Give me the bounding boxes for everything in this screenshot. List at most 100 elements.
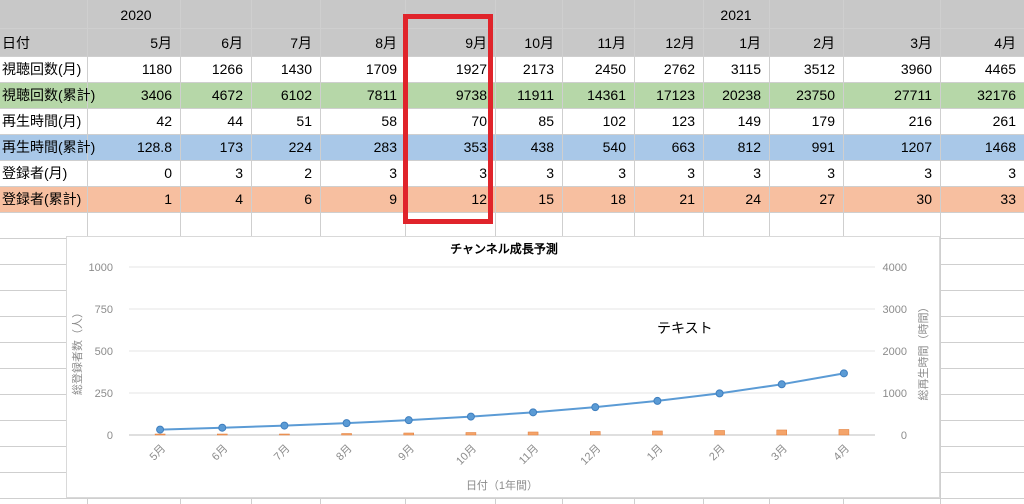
views-month-cell[interactable]: 2762 [664,61,695,77]
watch-cumulative-cell[interactable]: 283 [374,139,398,155]
bar-subscribers[interactable] [838,429,850,436]
views-month-cell[interactable]: 1927 [456,61,487,77]
views-cumulative-cell[interactable]: 32176 [977,87,1016,103]
views-cumulative-cell[interactable]: 11911 [517,87,554,103]
bar-subscribers[interactable] [776,429,787,436]
subs-month-cell[interactable]: 3 [389,165,397,181]
subs-month-cell[interactable]: 3 [687,165,695,181]
views-month-cell[interactable]: 2450 [595,61,626,77]
watch-cumulative-cell[interactable]: 991 [812,139,836,155]
month-header-cell[interactable]: 7月 [290,35,312,51]
views-cumulative-cell[interactable]: 14361 [587,87,626,103]
line-point[interactable] [839,369,848,378]
watch-month-cell[interactable]: 123 [672,113,696,129]
line-point[interactable] [404,416,413,425]
month-header-cell[interactable]: 9月 [465,35,487,51]
watch-cumulative-cell[interactable]: 540 [603,139,627,155]
watch-month-cell[interactable]: 42 [156,113,172,129]
views-month-cell[interactable]: 2173 [523,61,554,77]
subs-month-cell[interactable]: 3 [827,165,835,181]
line-point[interactable] [777,380,786,389]
watch-month-cell[interactable]: 70 [471,113,487,129]
watch-month-cell[interactable]: 261 [993,113,1017,129]
subs-cumulative-cell[interactable]: 27 [819,191,835,207]
watch-cumulative-cell[interactable]: 812 [738,139,762,155]
views-month-cell[interactable]: 1180 [142,61,172,77]
month-header-cell[interactable]: 4月 [994,35,1016,51]
views-cumulative-cell[interactable]: 23750 [796,87,835,103]
bar-subscribers[interactable] [465,432,477,436]
line-point[interactable] [466,412,475,421]
views-month-cell[interactable]: 3960 [901,61,932,77]
watch-month-cell[interactable]: 216 [909,113,933,129]
subs-month-cell[interactable]: 3 [1008,165,1016,181]
watch-month-cell[interactable]: 58 [381,113,397,129]
bar-subscribers[interactable] [590,431,601,436]
watch-cumulative-cell[interactable]: 1207 [901,139,932,155]
views-month-cell[interactable]: 4465 [985,61,1016,77]
month-header-cell[interactable]: 6月 [221,35,243,51]
watch-month-cell[interactable]: 102 [603,113,627,129]
views-month-cell[interactable]: 3115 [731,61,761,77]
views-cumulative-cell[interactable]: 20238 [722,87,761,103]
bar-subscribers[interactable] [279,433,290,436]
watch-month-cell[interactable]: 44 [227,113,243,129]
subs-month-cell[interactable]: 3 [479,165,487,181]
watch-cumulative-cell[interactable]: 224 [289,139,313,155]
views-cumulative-cell[interactable]: 9738 [456,87,487,103]
subs-month-cell[interactable]: 3 [546,165,554,181]
bar-subscribers[interactable] [714,430,725,436]
line-point[interactable] [156,425,165,434]
subs-month-cell[interactable]: 3 [235,165,243,181]
watch-month-cell[interactable]: 51 [296,113,312,129]
subs-month-cell[interactable]: 3 [924,165,932,181]
subs-month-cell[interactable]: 3 [753,165,761,181]
subs-month-cell[interactable]: 0 [164,165,172,181]
watch-cumulative-cell[interactable]: 128.8 [137,139,172,155]
subs-cumulative-cell[interactable]: 18 [610,191,626,207]
line-point[interactable] [280,421,289,430]
watch-cumulative-cell[interactable]: 663 [672,139,696,155]
month-header-cell[interactable]: 3月 [910,35,932,51]
bar-subscribers[interactable] [217,433,228,436]
watch-cumulative-cell[interactable]: 438 [531,139,555,155]
subs-cumulative-cell[interactable]: 9 [389,191,397,207]
line-point[interactable] [653,396,662,405]
chart[interactable]: チャンネル成長予測 0 250 500 750 1000 0 1000 2000 3000 4000… [66,236,940,498]
watch-cumulative-cell[interactable]: 173 [220,139,244,155]
subs-cumulative-cell[interactable]: 30 [916,191,932,207]
subs-month-cell[interactable]: 3 [618,165,626,181]
views-month-cell[interactable]: 1709 [366,61,397,77]
subs-cumulative-cell[interactable]: 24 [745,191,761,207]
views-cumulative-cell[interactable]: 17123 [656,87,695,103]
watch-month-cell[interactable]: 149 [738,113,762,129]
month-header-cell[interactable]: 1月 [739,35,761,51]
views-month-cell[interactable]: 1430 [281,61,312,77]
month-header-cell[interactable]: 5月 [150,35,172,51]
month-header-cell[interactable]: 8月 [375,35,397,51]
line-point[interactable] [342,419,351,428]
month-header-cell[interactable]: 12月 [665,35,695,51]
line-point[interactable] [529,408,538,417]
subs-cumulative-cell[interactable]: 4 [235,191,243,207]
watch-month-cell[interactable]: 179 [812,113,836,129]
bar-subscribers[interactable] [527,431,539,436]
views-cumulative-cell[interactable]: 7811 [367,87,397,103]
month-header-cell[interactable]: 11月 [597,35,626,51]
subs-cumulative-cell[interactable]: 15 [538,191,554,207]
subs-cumulative-cell[interactable]: 33 [1000,191,1016,207]
month-header-cell[interactable]: 10月 [524,35,554,51]
subs-cumulative-cell[interactable]: 1 [164,191,172,207]
subs-month-cell[interactable]: 2 [304,165,312,181]
annotation-text[interactable]: テキスト [657,320,713,336]
watch-cumulative-cell[interactable]: 353 [464,139,488,155]
line-point[interactable] [591,403,600,412]
views-cumulative-cell[interactable]: 6102 [281,87,312,103]
subs-cumulative-cell[interactable]: 12 [471,191,487,207]
views-cumulative-cell[interactable]: 4672 [212,87,243,103]
line-point[interactable] [218,423,227,432]
line-point[interactable] [715,389,724,398]
subs-cumulative-cell[interactable]: 6 [304,191,312,207]
subs-cumulative-cell[interactable]: 21 [679,191,695,207]
bar-subscribers[interactable] [403,432,414,436]
